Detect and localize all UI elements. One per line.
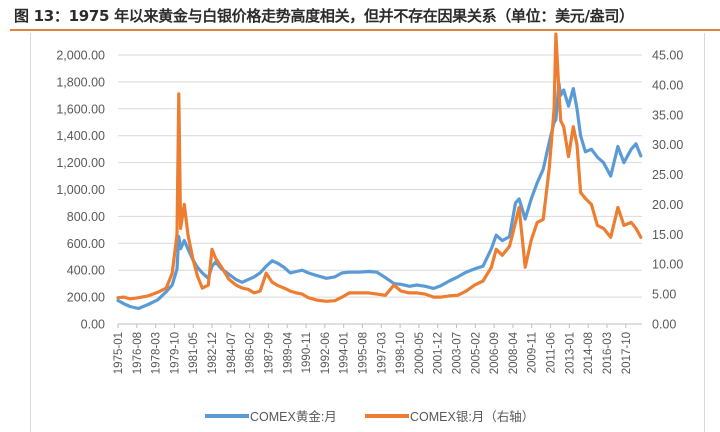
y-tick-left: 1,800.00 — [56, 75, 105, 89]
x-tick-label: 2011-06 — [546, 332, 558, 373]
silver-line — [116, 32, 643, 303]
x-tick-label: 1976-08 — [132, 332, 144, 374]
chart-frame — [30, 33, 705, 432]
x-tick-label: 1995-08 — [357, 332, 369, 374]
legend-item-gold[interactable]: COMEX黄金:月 — [205, 406, 337, 425]
x-tick-label: 2014-08 — [583, 332, 595, 374]
y-tick-right: 40.00 — [652, 78, 683, 92]
y-tick-right: 10.00 — [652, 258, 683, 272]
series-lines — [116, 32, 643, 311]
gold-line — [116, 81, 643, 311]
legend-label-gold: COMEX黄金:月 — [250, 410, 337, 424]
legend-item-silver[interactable]: COMEX银:月（右轴） — [365, 406, 534, 425]
y-tick-right: 5.00 — [652, 288, 676, 302]
y-tick-right: 35.00 — [652, 108, 683, 122]
x-tick-label: 2009-11 — [527, 332, 539, 373]
x-tick-label: 2000-05 — [414, 332, 426, 374]
x-tick-label: 1994-01 — [339, 332, 351, 374]
y-tick-right: 30.00 — [652, 138, 683, 152]
x-tick-label: 2017-10 — [621, 332, 633, 374]
y-tick-left: 0.00 — [81, 318, 105, 332]
x-tick-label: 2016-03 — [602, 332, 614, 374]
y-tick-left: 1,000.00 — [56, 183, 105, 197]
x-tick-label: 2006-09 — [489, 332, 501, 374]
y-tick-right: 45.00 — [652, 49, 683, 63]
x-tick-label: 1984-07 — [226, 332, 238, 374]
y-tick-left: 600.00 — [67, 237, 105, 251]
y-tick-right: 15.00 — [652, 228, 683, 242]
y-tick-left: 1,400.00 — [56, 129, 105, 143]
x-tick-label: 2008-04 — [508, 331, 520, 374]
x-tick-label: 1979-10 — [169, 332, 181, 374]
x-tick-label: 1997-03 — [376, 332, 388, 374]
y-tick-right: 25.00 — [652, 168, 683, 182]
y-axis-right: 0.00 5.00 10.00 15.00 20.00 25.00 30.00 35.00 40… — [652, 49, 683, 332]
title-underline — [10, 29, 720, 31]
x-tick-label: 1987-09 — [263, 332, 275, 374]
x-tick-label: 1975-01 — [113, 332, 125, 374]
y-tick-left: 800.00 — [67, 210, 105, 224]
y-tick-right: 20.00 — [652, 198, 683, 212]
x-tick-label: 1990-11 — [301, 332, 313, 373]
gold-swatch — [205, 413, 249, 418]
x-tick-label: 1986-02 — [245, 332, 257, 374]
x-tick-label: 2003-07 — [452, 332, 464, 374]
x-tick-label: 1978-03 — [151, 332, 163, 374]
y-tick-left: 400.00 — [67, 264, 105, 278]
figure-title: 图 13：1975 年以来黄金与白银价格走势高度相关，但并不存在因果关系（单位：… — [14, 7, 634, 25]
x-tick-label: 1989-04 — [282, 331, 294, 374]
y-tick-left: 1,200.00 — [56, 156, 105, 170]
x-tick-label: 2005-02 — [470, 332, 482, 374]
legend-label-silver: COMEX银:月（右轴） — [410, 410, 535, 424]
x-axis: 1975-01 1976-08 1978-03 1979-10 1981-05 1982-… — [113, 323, 642, 374]
y-tick-left: 2,000.00 — [56, 49, 105, 63]
x-tick-label: 1998-10 — [395, 332, 407, 374]
x-tick-label: 1982-12 — [207, 332, 219, 374]
x-tick-label: 2013-01 — [564, 332, 576, 374]
y-tick-left: 200.00 — [67, 291, 105, 305]
y-tick-left: 1,600.00 — [56, 102, 105, 116]
y-tick-right: 0.00 — [652, 318, 676, 332]
silver-swatch — [365, 413, 409, 418]
y-axis-left: 0.00 200.00 400.00 600.00 800.00 1,000.00 1,20… — [56, 49, 105, 332]
x-tick-label: 1992-06 — [320, 332, 332, 374]
x-tick-label: 1981-05 — [188, 332, 200, 374]
legend: COMEX黄金:月 COMEX银:月（右轴） — [0, 406, 720, 426]
x-tick-label: 2001-12 — [433, 332, 445, 374]
